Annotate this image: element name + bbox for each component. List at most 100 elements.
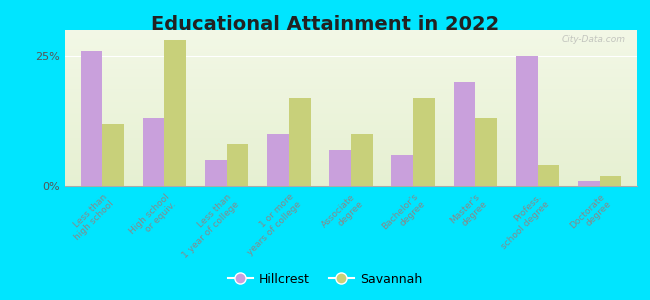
Bar — [81, 51, 102, 186]
Bar — [65, 38, 637, 39]
Bar — [65, 108, 637, 110]
Bar — [65, 144, 637, 146]
Bar — [351, 134, 372, 186]
Bar — [65, 167, 637, 169]
Bar — [65, 102, 637, 103]
Bar — [65, 163, 637, 164]
Bar — [65, 52, 637, 53]
Text: 1 or more
years of college: 1 or more years of college — [238, 192, 302, 257]
Bar — [65, 85, 637, 86]
Bar — [65, 56, 637, 58]
Bar — [65, 148, 637, 150]
Bar — [65, 58, 637, 60]
Legend: Hillcrest, Savannah: Hillcrest, Savannah — [223, 268, 427, 291]
Bar — [65, 92, 637, 94]
Bar — [65, 100, 637, 102]
Bar — [65, 110, 637, 111]
Bar — [65, 122, 637, 124]
Bar — [65, 43, 637, 44]
Bar — [289, 98, 311, 186]
Bar — [65, 64, 637, 66]
Bar — [65, 114, 637, 116]
Bar — [65, 97, 637, 99]
Bar — [65, 178, 637, 180]
Bar — [65, 128, 637, 130]
Bar — [65, 133, 637, 134]
Bar — [65, 88, 637, 89]
Bar — [205, 160, 227, 186]
Text: Doctorate
degree: Doctorate degree — [568, 192, 614, 238]
Bar — [65, 125, 637, 127]
Bar — [65, 95, 637, 97]
Bar — [65, 36, 637, 38]
Bar — [65, 141, 637, 142]
Bar — [475, 118, 497, 186]
Text: Less than
1 year of college: Less than 1 year of college — [173, 192, 240, 260]
Bar — [391, 155, 413, 186]
Bar — [65, 175, 637, 177]
Bar — [65, 152, 637, 153]
Bar — [65, 77, 637, 78]
Bar — [65, 138, 637, 139]
Bar — [65, 44, 637, 46]
Bar — [65, 147, 637, 148]
Bar — [65, 139, 637, 141]
Text: Educational Attainment in 2022: Educational Attainment in 2022 — [151, 15, 499, 34]
Bar — [65, 113, 637, 114]
Text: Master's
degree: Master's degree — [448, 192, 489, 232]
Bar — [65, 39, 637, 41]
Bar — [65, 134, 637, 136]
Bar — [65, 61, 637, 63]
Bar — [65, 177, 637, 178]
Bar — [65, 156, 637, 158]
Bar — [65, 183, 637, 184]
Bar — [65, 60, 637, 61]
Bar — [65, 30, 637, 31]
Bar — [65, 80, 637, 82]
Bar — [65, 68, 637, 69]
Bar — [65, 72, 637, 74]
Bar — [65, 55, 637, 56]
Bar — [65, 103, 637, 105]
Text: Bachelor's
degree: Bachelor's degree — [380, 192, 427, 239]
Bar — [65, 33, 637, 35]
Bar — [515, 56, 538, 186]
Bar — [65, 166, 637, 167]
Bar — [65, 121, 637, 122]
Bar — [65, 150, 637, 152]
Text: Associate
degree: Associate degree — [320, 192, 365, 236]
Bar — [65, 146, 637, 147]
Bar — [65, 161, 637, 163]
Bar — [65, 86, 637, 88]
Bar — [65, 184, 637, 186]
Bar — [65, 160, 637, 161]
Bar — [65, 130, 637, 131]
Bar — [65, 111, 637, 113]
Bar — [65, 136, 637, 138]
Bar — [65, 117, 637, 119]
Bar — [413, 98, 435, 186]
Bar — [65, 155, 637, 156]
Bar — [102, 124, 124, 186]
Bar — [227, 144, 248, 186]
Bar — [65, 142, 637, 144]
Bar — [65, 91, 637, 92]
Bar — [65, 75, 637, 77]
Bar — [65, 116, 637, 117]
Bar — [65, 46, 637, 47]
Bar — [65, 164, 637, 166]
Bar — [65, 49, 637, 50]
Bar — [65, 78, 637, 80]
Text: Profess.
school degree: Profess. school degree — [493, 192, 551, 251]
Bar — [164, 40, 187, 186]
Bar — [65, 180, 637, 181]
Bar — [65, 35, 637, 36]
Bar — [65, 158, 637, 160]
Bar — [65, 47, 637, 49]
Bar — [538, 165, 559, 186]
Bar — [65, 124, 637, 125]
Bar — [65, 105, 637, 106]
Bar — [65, 153, 637, 155]
Bar — [65, 181, 637, 183]
Bar — [65, 70, 637, 72]
